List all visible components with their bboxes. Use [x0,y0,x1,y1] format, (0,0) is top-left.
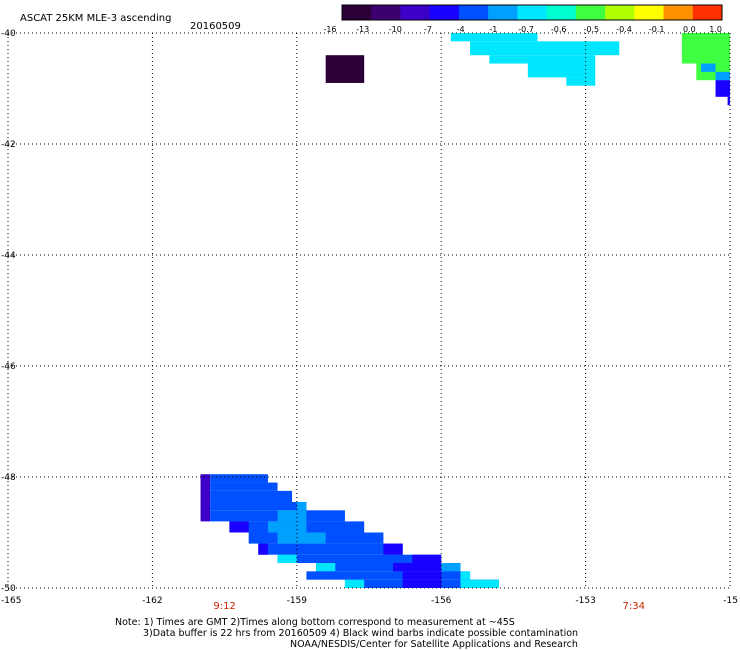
colorbar-swatch-2 [400,5,431,20]
time-labels: 9:12 7:34 [213,601,645,612]
data-cell-39 [344,579,365,588]
x-tick-label-3: -156 [431,596,452,606]
colorbar-tick-label-0: -16 [323,25,336,34]
data-cell-27 [383,543,403,555]
colorbar-swatch-3 [429,5,460,20]
data-cell-15 [210,490,292,502]
data-cell-22 [267,521,307,533]
y-tick-label-0: -40 [1,29,16,39]
colorbar-tick-label-5: -1 [489,25,497,34]
data-cell-5 [566,77,596,86]
colorbar-tick-label-8: -0.5 [584,25,600,34]
data-cells [200,33,730,588]
colorbar-swatch-11 [663,5,694,20]
data-cell-32 [316,563,336,572]
data-cell-11 [727,96,730,106]
data-cell-28 [277,554,442,564]
data-cell-26 [258,543,268,555]
data-cell-29 [277,554,297,564]
x-tick-label-2: -159 [287,596,308,606]
colorbar-tick-label-7: -0.6 [551,25,567,34]
colorbar-swatch-7 [546,5,577,20]
note-line-1: Note: 1) Times are GMT 2)Times along bot… [115,617,515,628]
colorbar-tick-label-12: 1.0 [709,25,722,34]
grid-lines [7,32,731,589]
data-cell-12 [200,474,211,522]
colorbar-swatch-6 [517,5,548,20]
y-tick-label-3: -46 [1,362,16,372]
colorbar-swatch-9 [605,5,635,20]
colorbar-tick-label-10: -0.1 [649,25,665,34]
note-line-2: 3)Data buffer is 22 hrs from 20160509 4)… [143,628,578,639]
x-tick-label-0: -165 [1,596,21,606]
data-cell-31 [316,563,461,572]
data-cell-24 [277,532,326,544]
data-cell-25 [258,543,403,555]
data-cell-34 [441,563,461,572]
data-cell-19 [277,510,307,522]
colorbar-swatch-12 [692,5,723,20]
colorbar-swatch-4 [458,5,489,20]
data-cell-41 [460,579,499,588]
data-cell-2 [470,41,620,56]
data-cell-14 [210,482,278,491]
colorbar-tick-label-1: -13 [356,25,369,34]
data-cell-13 [210,474,268,483]
data-cell-40 [402,579,442,588]
y-tick-label-5: -50 [1,584,16,594]
x-tick-label-1: -162 [142,596,162,606]
data-cell-35 [306,571,471,580]
colorbar-tick-label-11: 0.0 [683,25,696,34]
colorbar-tick-label-3: -7 [424,25,432,34]
data-cell-10 [715,80,730,97]
colorbar-frame [341,4,723,21]
data-cell-6 [681,33,730,64]
data-cell-8 [701,63,716,72]
colorbar-tick-label-2: -10 [389,25,402,34]
colorbar-tick-label-9: -0.4 [616,25,632,34]
axis-ticks: -165 -162 -159 -156 -153 -15 -40 -42 -44 -46 -48 -5… [1,29,738,606]
colorbar-tick-label-6: -0.7 [518,25,534,34]
note-line-3: NOAA/NESDIS/Center for Satellite Applica… [290,639,578,650]
y-tick-label-1: -42 [1,140,16,150]
data-cell-21 [229,521,249,533]
chart-title: ASCAT 25KM MLE-3 ascending [20,13,171,24]
colorbar: -16 -13 -10 -7 -4 -1 -0.7 -0.6 -0.5 -0.4 -0.1 0.0 1.… [323,4,723,34]
data-cell-17 [296,501,307,511]
data-cell-4 [527,63,596,78]
colorbar-tick-label-4: -4 [457,25,465,34]
data-cell-9 [715,71,730,81]
colorbar-swatch-10 [634,5,665,20]
data-cell-0 [325,55,365,83]
x-tick-label-4: -153 [575,596,595,606]
y-tick-label-4: -48 [1,473,16,483]
x-tick-label-5: -15 [723,596,738,606]
data-cell-37 [460,571,471,580]
colorbar-swatch-1 [371,5,401,20]
colorbar-swatch-5 [488,5,518,20]
data-cell-30 [412,554,442,564]
data-cell-16 [210,501,307,511]
y-tick-label-2: -44 [1,251,16,261]
time-label-0: 9:12 [213,601,235,612]
data-cell-36 [402,571,442,580]
data-cell-3 [489,55,596,64]
colorbar-swatch-8 [575,5,606,20]
data-cell-33 [393,563,442,572]
time-label-1: 7:34 [622,601,644,612]
colorbar-swatch-0 [342,5,372,20]
data-cell-1 [450,33,538,42]
chart-date: 20160509 [190,21,241,32]
